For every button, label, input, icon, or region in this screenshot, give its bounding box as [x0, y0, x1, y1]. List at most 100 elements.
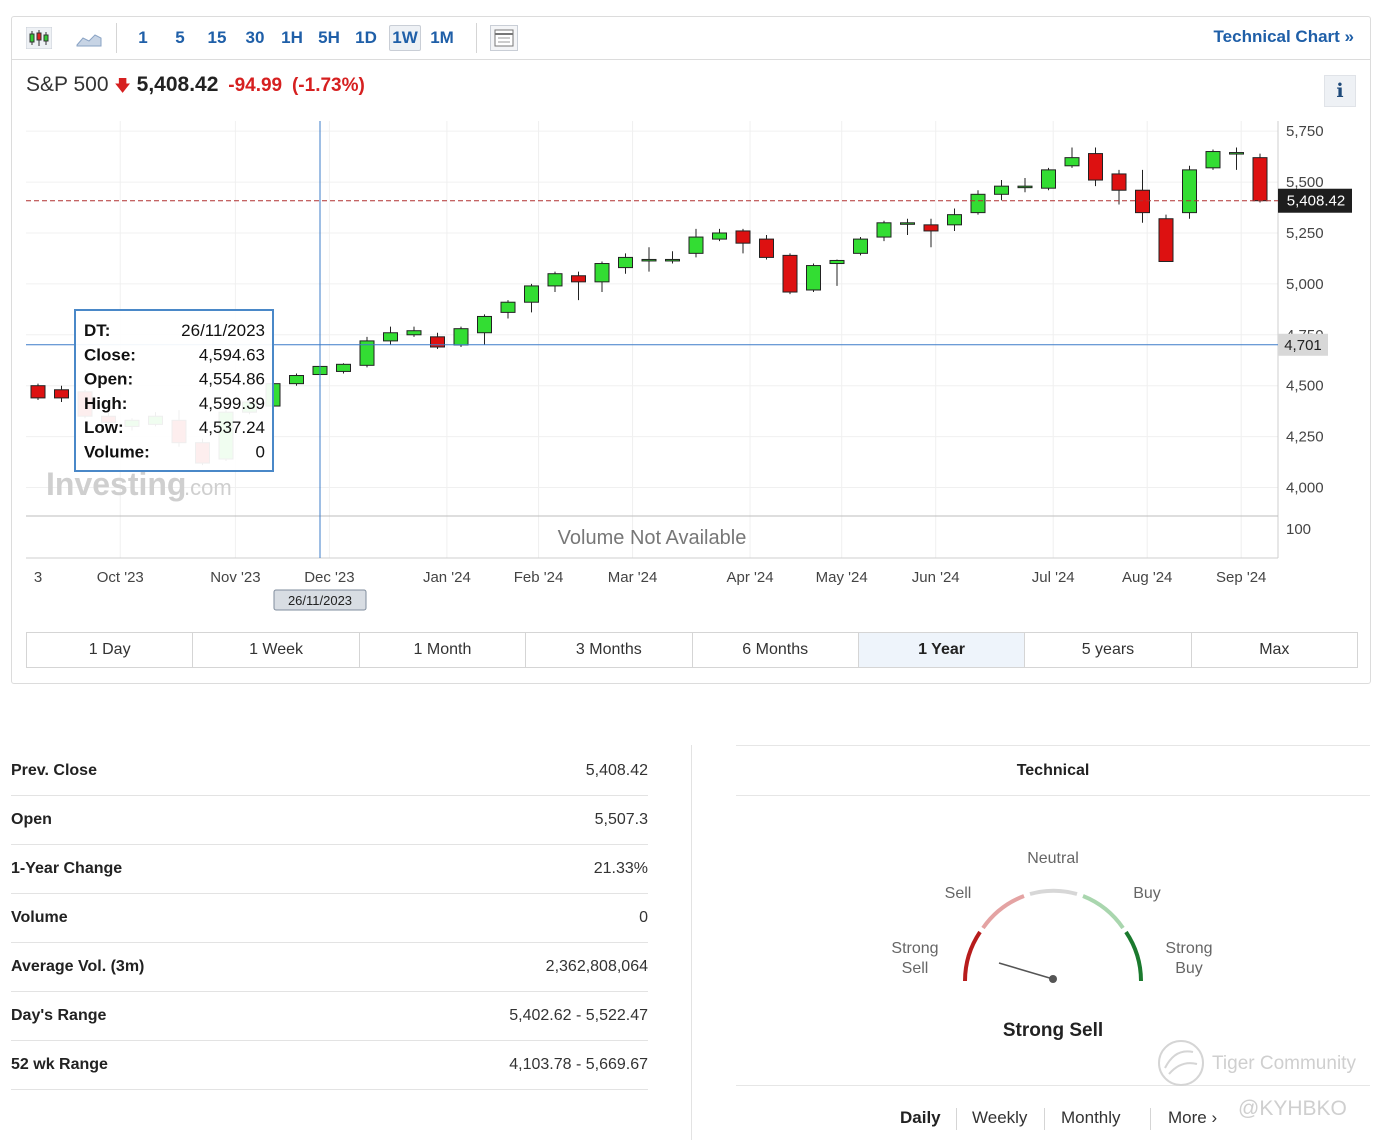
range-1-week[interactable]: 1 Week	[193, 633, 360, 667]
candle-up	[994, 185, 1009, 195]
interval-button-15[interactable]: 15	[207, 28, 227, 47]
candle-down	[430, 336, 445, 348]
candle-up	[970, 193, 986, 214]
candle-up	[524, 285, 539, 303]
timeframe-more[interactable]: More ›	[1168, 1108, 1218, 1127]
timeframe-monthly[interactable]: Monthly	[1061, 1108, 1121, 1127]
ohlc-tooltip	[74, 309, 274, 472]
time-range-bar: 1 Day 1 Week 1 Month 3 Months 6 Months 1 Year…	[26, 632, 1358, 668]
area-chart-icon[interactable]	[76, 29, 102, 47]
interval-button-1d[interactable]: 1D	[355, 28, 377, 47]
gauge-pivot	[1049, 975, 1057, 983]
stat-label: 1-Year Change	[11, 860, 123, 877]
interval-button-1h[interactable]: 1H	[281, 28, 303, 47]
investing-watermark-suffix: .com	[184, 475, 232, 500]
y-tick-label: 4,000	[1286, 479, 1324, 496]
stat-row: Average Vol. (3m) 2,362,808,064	[11, 943, 648, 992]
technical-chart-link[interactable]: Technical Chart »	[1213, 27, 1354, 46]
interval-button-1[interactable]: 1	[138, 28, 148, 47]
stat-row: Open 5,507.3	[11, 796, 648, 845]
volume-axis-label: 100	[1286, 521, 1311, 538]
candle-down	[923, 224, 939, 232]
stat-value: 5,507.3	[594, 811, 648, 828]
info-button[interactable]: i	[1324, 75, 1356, 107]
price-change-percent: (-1.73%)	[291, 75, 365, 96]
technical-timeframes: Daily Weekly Monthly More ›	[736, 1085, 1370, 1141]
range-3-months[interactable]: 3 Months	[526, 633, 693, 667]
candle-up	[1229, 152, 1244, 155]
y-tick-label: 4,250	[1286, 429, 1324, 446]
candle-up	[1205, 151, 1221, 169]
technical-header: Technical	[736, 745, 1370, 796]
last-price-label: 5,408.42	[1287, 193, 1345, 210]
candle-down	[54, 389, 69, 399]
stat-value: 21.33%	[593, 860, 648, 877]
interval-button-1w[interactable]: 1W	[389, 25, 421, 51]
stat-row: Prev. Close 5,408.42	[11, 747, 648, 796]
gauge-label-neutral: Neutral	[1027, 850, 1079, 867]
tooltip-label: Volume:	[84, 443, 150, 462]
last-price-badge	[1278, 188, 1352, 213]
tooltip-value: 4,537.24	[199, 418, 265, 437]
range-5-years[interactable]: 5 years	[1025, 633, 1192, 667]
candle-up	[853, 238, 868, 254]
range-max[interactable]: Max	[1259, 641, 1290, 658]
tooltip-value: 0	[256, 443, 265, 462]
instrument-name: S&P 500	[26, 73, 109, 96]
candle-up	[947, 214, 962, 226]
candle-up	[900, 222, 915, 225]
timeframe-weekly[interactable]: Weekly	[972, 1108, 1028, 1127]
candle-up	[453, 328, 469, 346]
candlestick-chart[interactable]: Investing.com5,408.424,0004,2504,5004,75…	[12, 17, 1370, 627]
candle-up	[336, 363, 351, 372]
candle-up	[876, 222, 892, 238]
range-1-month[interactable]: 1 Month	[360, 633, 527, 667]
x-tick-label: Oct '23	[97, 569, 144, 586]
candle-up	[618, 256, 633, 269]
y-tick-label: 5,250	[1286, 225, 1324, 242]
gauge-label-strong-buy: Strong Buy	[1165, 940, 1213, 977]
interval-button-1m[interactable]: 1M	[430, 28, 454, 47]
timeframe-daily[interactable]: Daily	[900, 1108, 941, 1127]
technical-title: Technical	[1016, 762, 1090, 779]
interval-button-30[interactable]: 30	[245, 28, 265, 47]
gauge-label-sell: Sell	[944, 885, 972, 902]
tooltip-label: Low:	[84, 418, 124, 437]
tooltip-label: Close:	[84, 345, 136, 364]
interval-button-5h[interactable]: 5H	[318, 28, 340, 47]
range-6-months[interactable]: 6 Months	[693, 633, 859, 667]
x-tick-label: Nov '23	[210, 569, 260, 586]
x-tick-label: Jan '24	[423, 569, 471, 586]
y-tick-label: 4,500	[1286, 378, 1324, 395]
quote-header: S&P 500 🡇 5,408.42 -94.99 (-1.73%)	[26, 73, 365, 102]
x-tick-label: Jul '24	[1032, 569, 1075, 586]
x-tick-label: Apr '24	[727, 569, 774, 586]
candle-up	[1182, 169, 1197, 214]
candlestick-type-icon[interactable]	[26, 27, 52, 49]
author-watermark: @KYHBKO	[1238, 1097, 1347, 1120]
candle-up	[383, 332, 398, 342]
stat-value: 5,402.62 - 5,522.47	[509, 1007, 648, 1024]
range-1-day[interactable]: 1 Day	[27, 633, 194, 667]
x-tick-label: Feb '24	[514, 569, 564, 586]
x-tick-label: Sep '24	[1216, 569, 1266, 586]
candle-up	[1064, 157, 1080, 167]
stat-label: Open	[11, 811, 52, 828]
tooltip-label: High:	[84, 394, 127, 413]
timeframe-separator	[1044, 1108, 1045, 1130]
chart-panel: 1 5 15 30 1H 5H 1D 1W 1M Technical Chart » S&P 5…	[11, 16, 1371, 684]
candle-up	[289, 375, 304, 385]
interval-button-5[interactable]: 5	[175, 28, 185, 47]
candle-up	[406, 330, 422, 336]
candle-up	[641, 258, 657, 262]
gauge-label-buy: Buy	[1133, 885, 1161, 902]
tooltip-label: Open:	[84, 370, 133, 389]
toolbar-separator	[116, 23, 117, 53]
timeframe-separator	[1150, 1108, 1151, 1130]
tooltip-label: DT:	[84, 321, 110, 340]
table-view-icon[interactable]	[490, 25, 518, 51]
y-tick-label: 5,500	[1286, 174, 1324, 191]
range-1-year[interactable]: 1 Year	[858, 633, 1026, 667]
y-tick-label: 5,750	[1286, 123, 1324, 140]
x-tick-label: Mar '24	[608, 569, 658, 586]
